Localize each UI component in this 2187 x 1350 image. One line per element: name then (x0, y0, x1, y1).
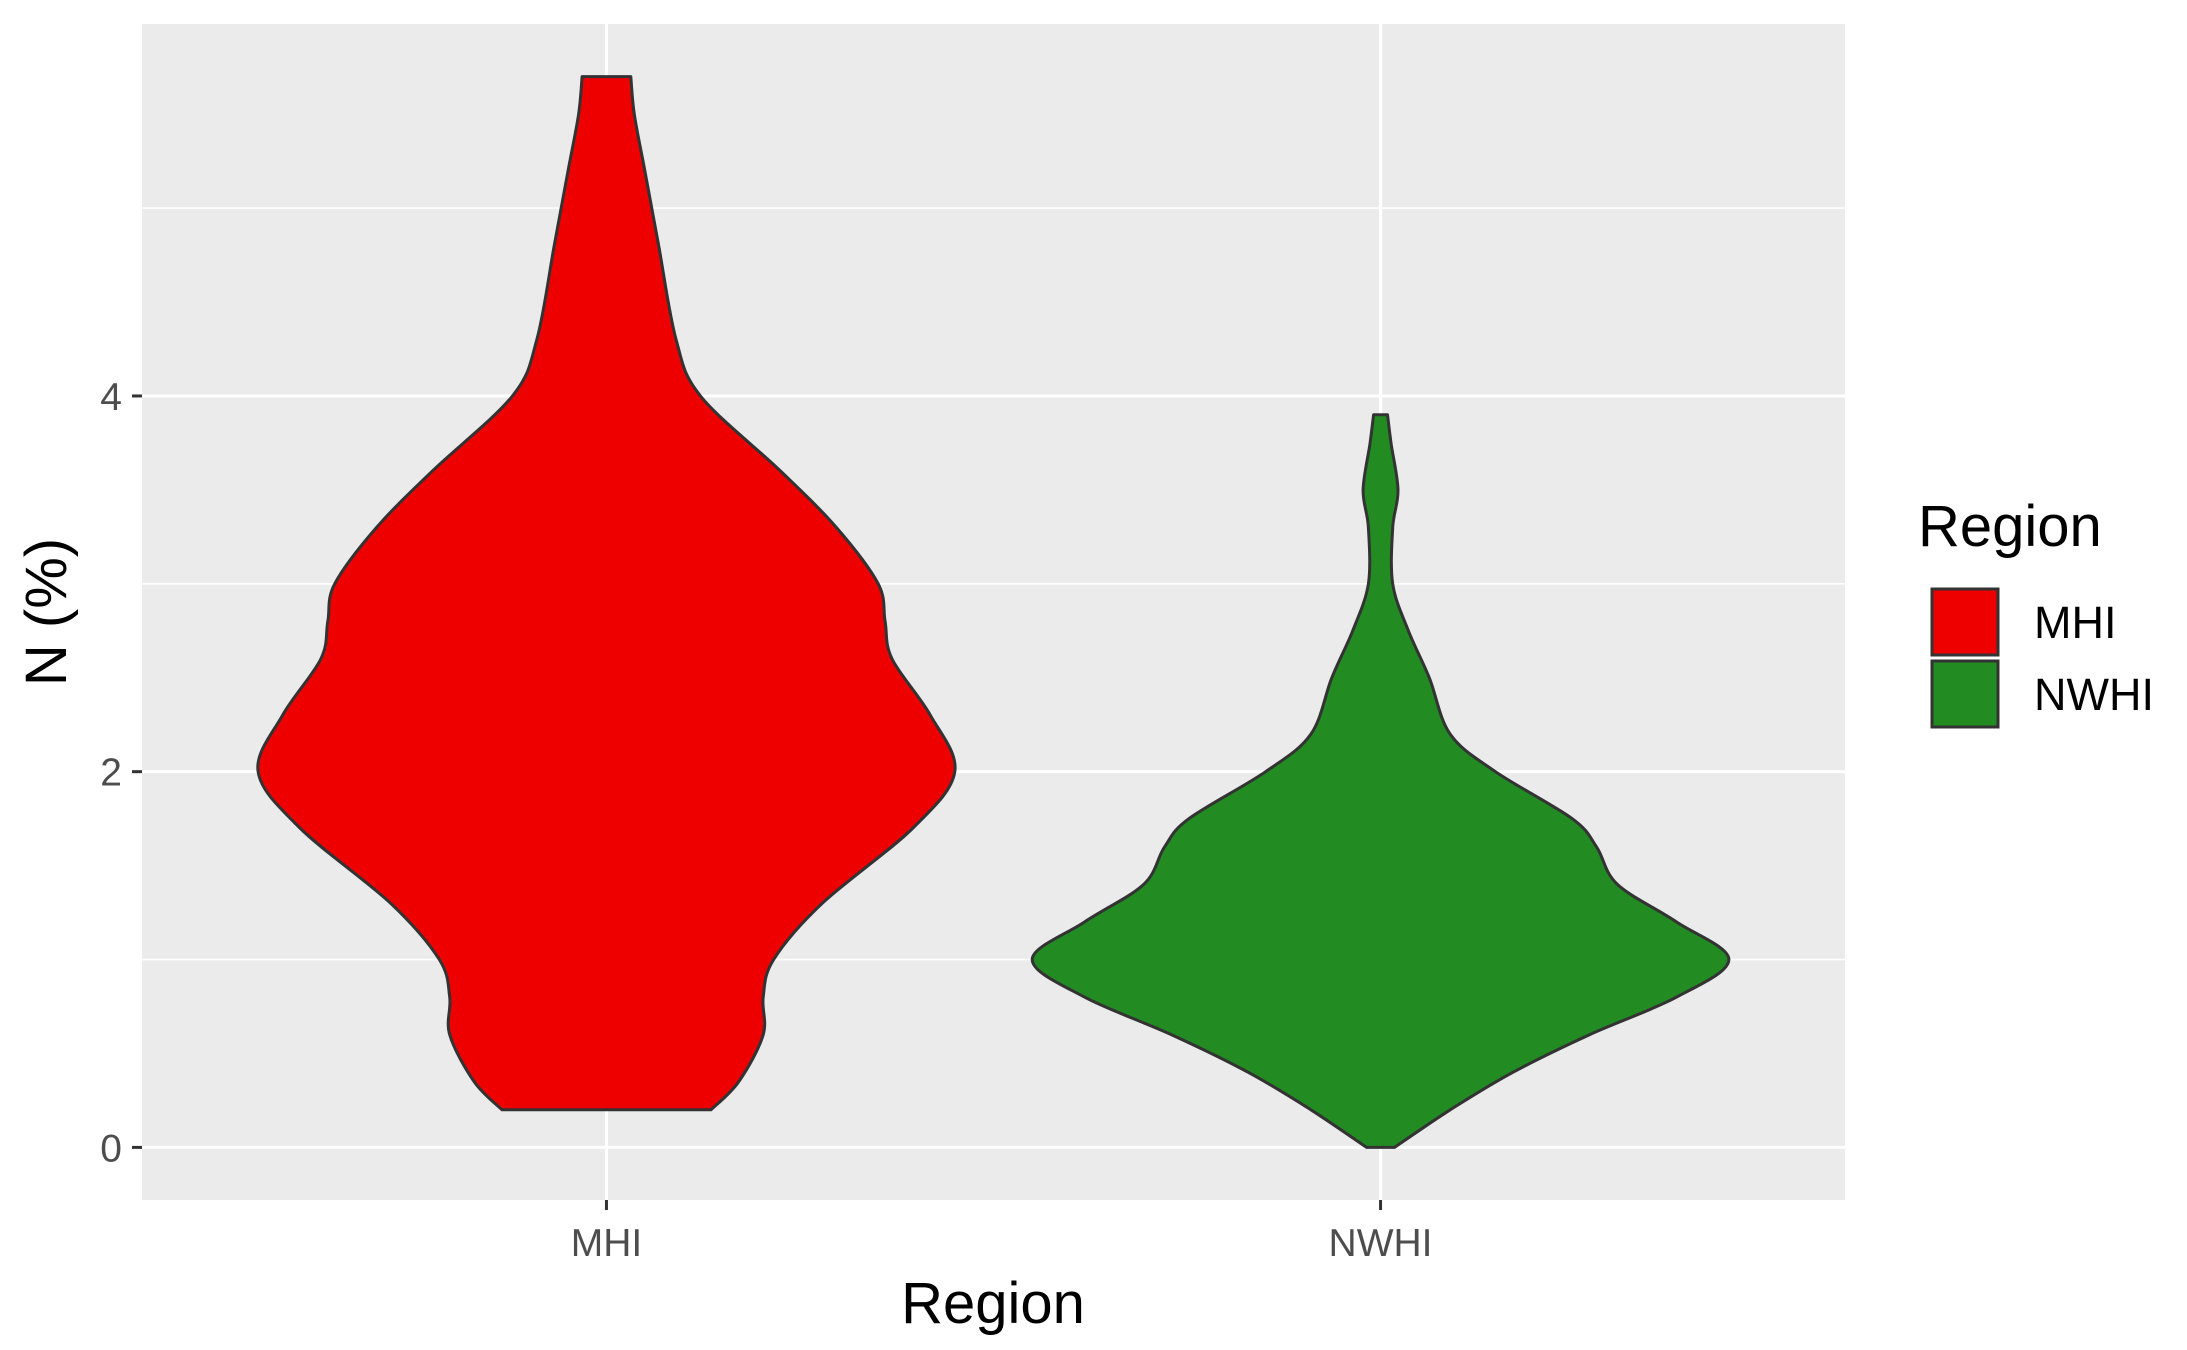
y-axis-title: N (%) (14, 538, 79, 686)
x-axis-ticks: MHI NWHI (571, 1200, 1433, 1265)
y-axis-ticks: 0 2 4 (100, 376, 142, 1170)
x-axis-title: Region (901, 1271, 1085, 1336)
legend-label-nwhi: NWHI (2034, 669, 2154, 720)
legend-label-mhi: MHI (2034, 597, 2117, 648)
x-tick-label: NWHI (1329, 1222, 1433, 1265)
violin-nwhi (1030, 413, 1731, 1149)
y-tick-label: 0 (100, 1127, 122, 1170)
legend: Region MHI NWHI (1918, 494, 2154, 729)
legend-swatch-mhi (1930, 587, 2000, 657)
legend-entries: MHI NWHI (1930, 587, 2154, 729)
y-tick-label: 2 (100, 752, 122, 795)
x-tick-label: MHI (571, 1222, 643, 1265)
violins (256, 75, 1731, 1149)
violin-mhi (256, 75, 957, 1112)
legend-title: Region (1918, 494, 2102, 559)
y-tick-label: 4 (100, 376, 122, 419)
legend-swatch-nwhi (1930, 659, 2000, 729)
